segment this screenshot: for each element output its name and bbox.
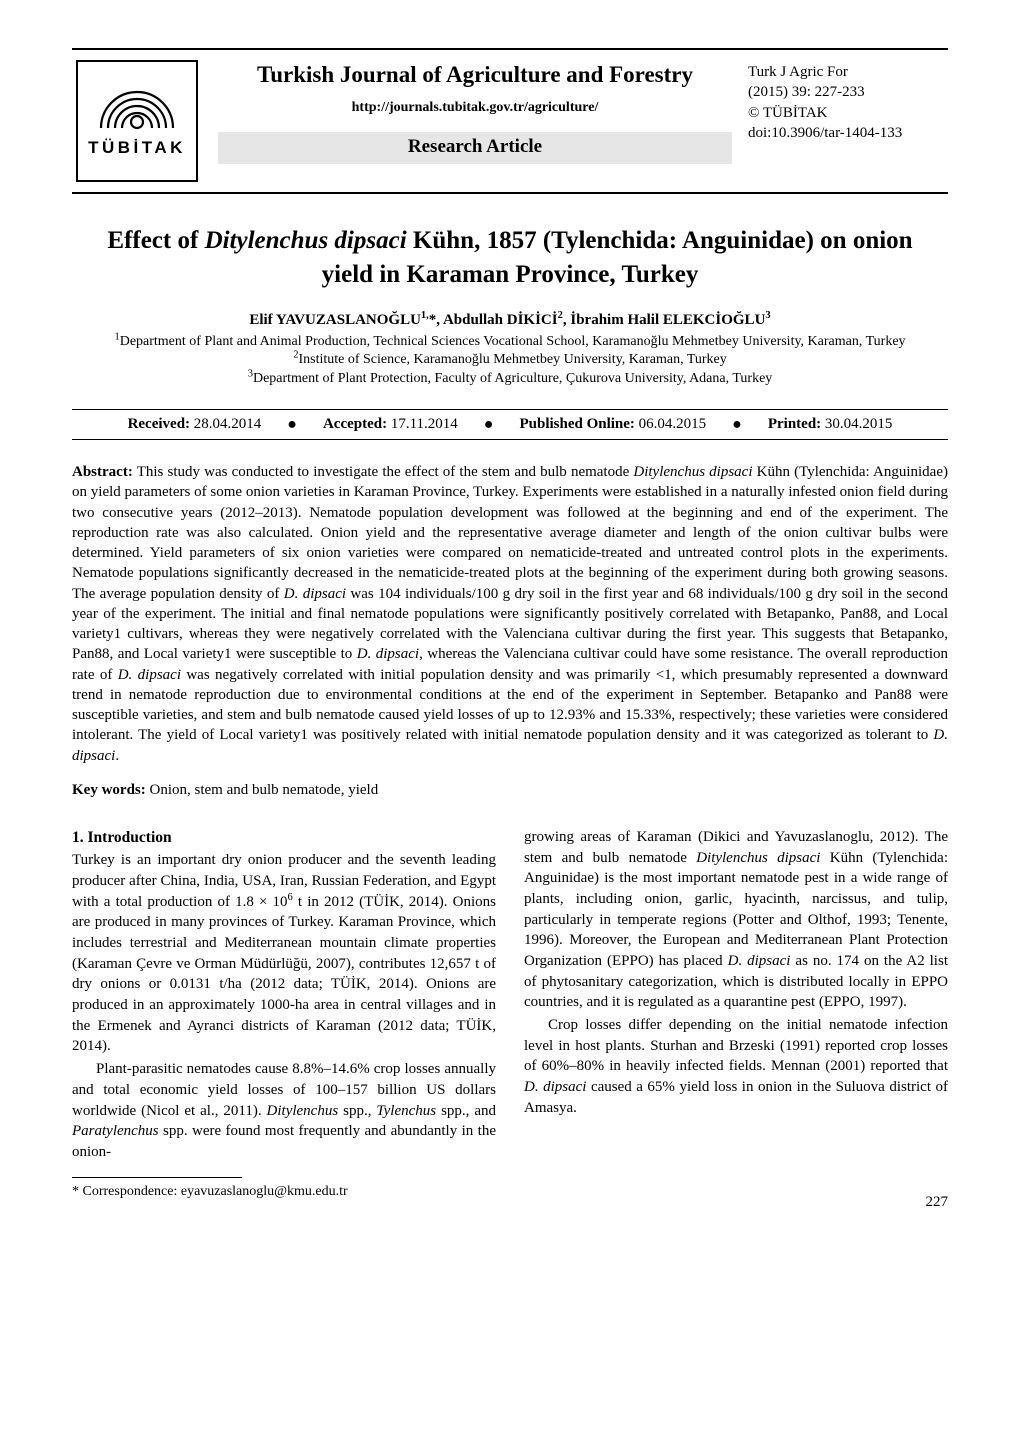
keywords-text: Onion, stem and bulb nematode, yield bbox=[150, 782, 379, 798]
logo-word: TÜBİTAK bbox=[88, 138, 186, 158]
page-number: 227 bbox=[926, 1194, 949, 1211]
abstract-label: Abstract: bbox=[72, 464, 133, 480]
affiliation-1: 1Department of Plant and Animal Producti… bbox=[72, 333, 948, 352]
meta-issue: (2015) 39: 227-233 bbox=[748, 82, 948, 102]
masthead-center: Turkish Journal of Agriculture and Fores… bbox=[218, 60, 732, 164]
correspondence: * Correspondence: eyavuzaslanoglu@kmu.ed… bbox=[72, 1182, 496, 1201]
dot-icon: ● bbox=[732, 417, 742, 433]
journal-name: Turkish Journal of Agriculture and Fores… bbox=[257, 62, 693, 88]
intro-para-3: growing areas of Karaman (Dikici and Yav… bbox=[524, 827, 948, 1013]
logo-arcs-icon bbox=[95, 70, 179, 130]
published-online: Published Online: 06.04.2015 bbox=[519, 416, 706, 433]
dates-bar: Received: 28.04.2014 ● Accepted: 17.11.2… bbox=[72, 409, 948, 440]
intro-para-4: Crop losses differ depending on the init… bbox=[524, 1015, 948, 1118]
printed: Printed: 30.04.2015 bbox=[768, 416, 893, 433]
accepted: Accepted: 17.11.2014 bbox=[323, 416, 458, 433]
affiliation-2: 2Institute of Science, Karamanoğlu Mehme… bbox=[72, 351, 948, 370]
dot-icon: ● bbox=[287, 417, 297, 433]
abstract: Abstract: This study was conducted to in… bbox=[72, 462, 948, 766]
journal-url: http://journals.tubitak.gov.tr/agricultu… bbox=[352, 100, 599, 116]
masthead: TÜBİTAK Turkish Journal of Agriculture a… bbox=[72, 60, 948, 182]
meta-copyright: © TÜBİTAK bbox=[748, 103, 948, 123]
keywords: Key words: Onion, stem and bulb nematode… bbox=[72, 782, 948, 799]
masthead-meta: Turk J Agric For (2015) 39: 227-233 © TÜ… bbox=[748, 60, 948, 143]
right-column: growing areas of Karaman (Dikici and Yav… bbox=[524, 827, 948, 1201]
received: Received: 28.04.2014 bbox=[128, 416, 262, 433]
intro-para-2: Plant-parasitic nematodes cause 8.8%–14.… bbox=[72, 1059, 496, 1162]
mid-rule bbox=[72, 192, 948, 194]
dot-icon: ● bbox=[484, 417, 494, 433]
affiliations: 1Department of Plant and Animal Producti… bbox=[72, 333, 948, 390]
affiliation-3: 3Department of Plant Protection, Faculty… bbox=[72, 370, 948, 389]
meta-journal-abbrev: Turk J Agric For bbox=[748, 62, 948, 82]
footnote-rule bbox=[72, 1177, 242, 1178]
authors: Elif YAVUZASLANOĞLU1,*, Abdullah DİKİCİ2… bbox=[72, 312, 948, 329]
tubitak-logo: TÜBİTAK bbox=[76, 60, 198, 182]
abstract-text: This study was conducted to investigate … bbox=[72, 464, 948, 764]
meta-doi: doi:10.3906/tar-1404-133 bbox=[748, 123, 948, 143]
logo-column: TÜBİTAK bbox=[72, 60, 202, 182]
top-rule bbox=[72, 48, 948, 50]
section-heading: 1. Introduction bbox=[72, 827, 496, 848]
intro-para-1: Turkey is an important dry onion produce… bbox=[72, 850, 496, 1057]
article-type: Research Article bbox=[218, 132, 732, 164]
body-columns: 1. Introduction Turkey is an important d… bbox=[72, 827, 948, 1201]
article-title: Effect of Ditylenchus dipsaci Kühn, 1857… bbox=[102, 224, 918, 292]
left-column: 1. Introduction Turkey is an important d… bbox=[72, 827, 496, 1201]
keywords-label: Key words: bbox=[72, 782, 146, 798]
